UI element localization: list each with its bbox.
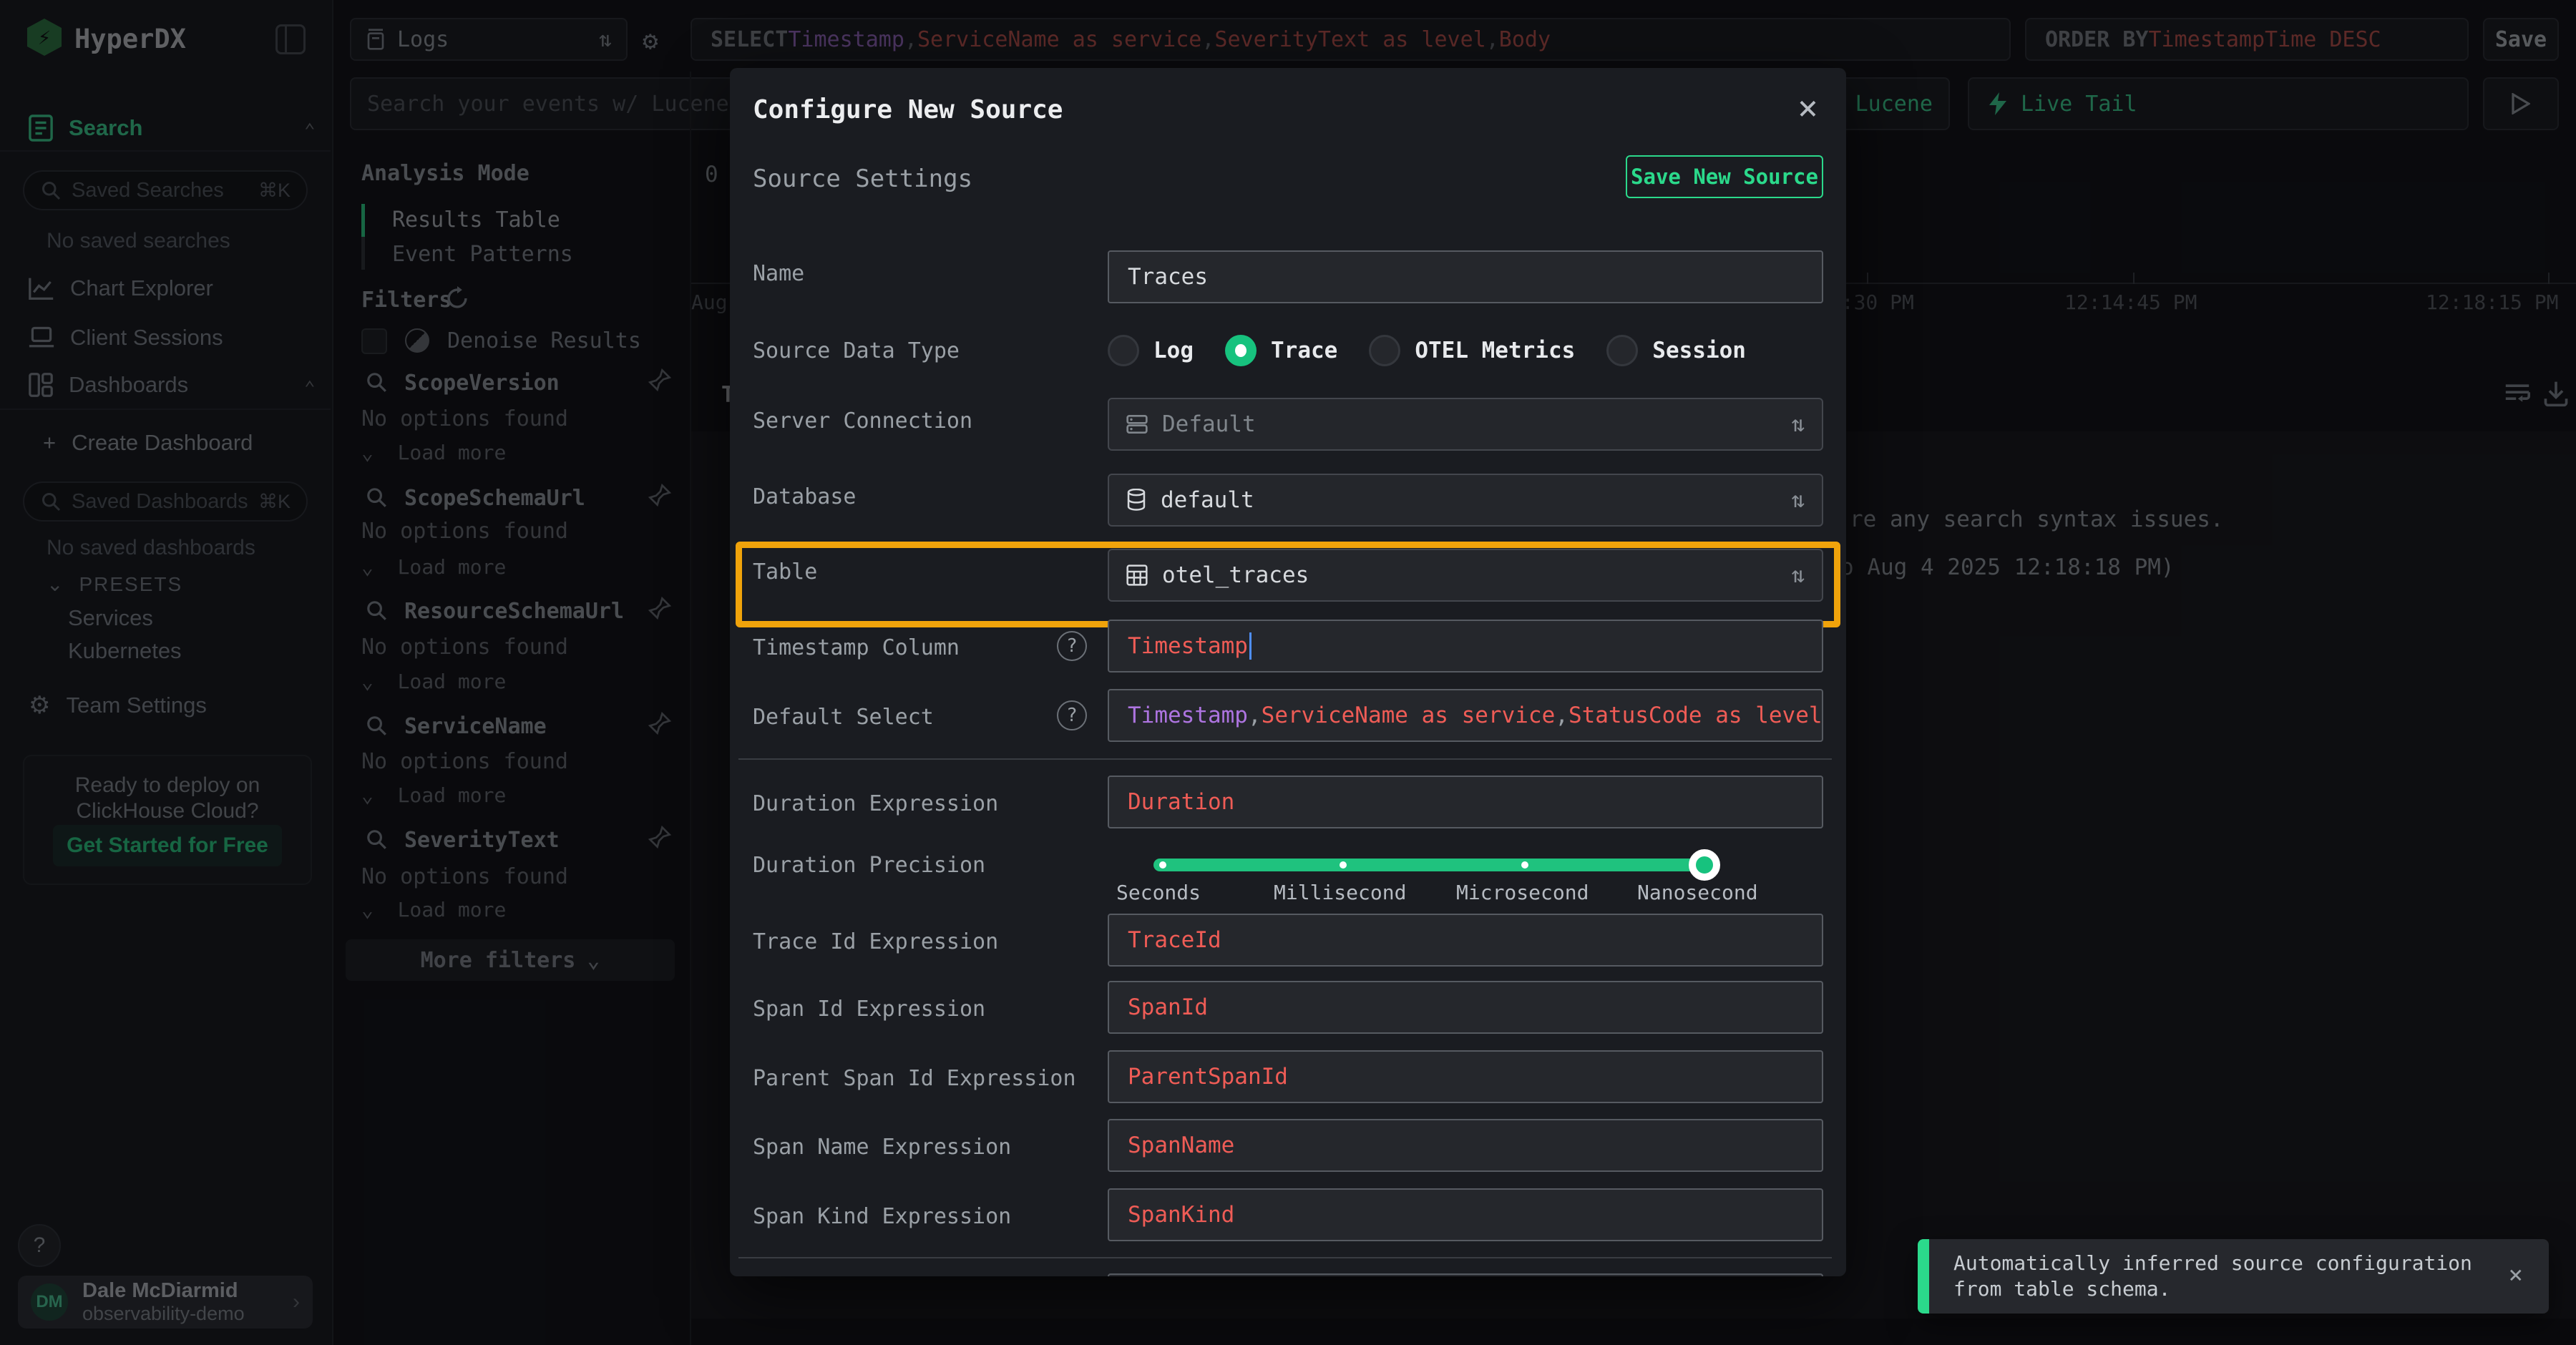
span-kind-input[interactable]: SpanKind: [1108, 1188, 1823, 1241]
radio-otel-metrics[interactable]: [1369, 335, 1401, 366]
precision-slider-thumb[interactable]: [1689, 849, 1720, 881]
divider: [738, 758, 1832, 760]
next-field-input-clipped[interactable]: [1108, 1273, 1823, 1276]
precision-mark-label[interactable]: Microsecond: [1456, 881, 1589, 904]
timestamp-column-input[interactable]: Timestamp: [1108, 620, 1823, 672]
radio-label[interactable]: OTEL Metrics: [1415, 338, 1576, 363]
help-icon[interactable]: ?: [1057, 700, 1087, 730]
source-data-type-label: Source Data Type: [753, 338, 960, 363]
span-kind-label: Span Kind Expression: [753, 1204, 1012, 1229]
code-segment: Timestamp: [1128, 703, 1248, 728]
close-icon[interactable]: ×: [1797, 88, 1818, 128]
table-label: Table: [753, 559, 818, 585]
server-connection-select[interactable]: Default ⇅: [1108, 398, 1823, 451]
span-name-label: Span Name Expression: [753, 1135, 1012, 1160]
parent-span-id-value: ParentSpanId: [1128, 1064, 1288, 1090]
slider-mark: [1521, 861, 1528, 869]
help-icon[interactable]: ?: [1057, 631, 1087, 661]
span-id-value: SpanId: [1128, 994, 1208, 1020]
timestamp-column-label: Timestamp Column: [753, 635, 960, 660]
table-select[interactable]: otel_traces ⇅: [1108, 549, 1823, 602]
source-type-radio-group: Log Trace OTEL Metrics Session: [1108, 335, 1777, 366]
trace-id-value: TraceId: [1128, 927, 1221, 953]
name-input[interactable]: Traces: [1108, 250, 1823, 303]
span-name-value: SpanName: [1128, 1133, 1235, 1158]
server-icon: [1126, 415, 1148, 434]
duration-value: Duration: [1128, 789, 1235, 815]
radio-label[interactable]: Trace: [1271, 338, 1338, 363]
radio-label[interactable]: Session: [1652, 338, 1746, 363]
parent-span-id-input[interactable]: ParentSpanId: [1108, 1050, 1823, 1103]
radio-label[interactable]: Log: [1153, 338, 1194, 363]
divider: [738, 1257, 1832, 1258]
precision-mark-label[interactable]: Nanosecond: [1637, 881, 1758, 904]
database-label: Database: [753, 484, 857, 509]
table-icon: [1126, 564, 1148, 586]
database-value: default: [1161, 487, 1254, 513]
code-segment: StatusCode as level: [1568, 703, 1823, 728]
trace-id-input[interactable]: TraceId: [1108, 914, 1823, 967]
toast-close-icon[interactable]: ×: [2508, 1261, 2523, 1289]
server-connection-value: Default: [1162, 411, 1256, 437]
slider-mark: [1340, 861, 1347, 869]
code-segment: ServiceName as service: [1261, 703, 1556, 728]
database-icon: [1127, 489, 1146, 511]
radio-log[interactable]: [1108, 335, 1139, 366]
table-value: otel_traces: [1162, 562, 1309, 588]
radio-session[interactable]: [1606, 335, 1639, 366]
span-kind-value: SpanKind: [1128, 1202, 1235, 1228]
slider-mark: [1159, 861, 1166, 869]
toast-notification: Automatically inferred source configurat…: [1918, 1239, 2549, 1314]
configure-source-modal: Configure New Source × Source Settings S…: [730, 68, 1846, 1276]
duration-precision-label: Duration Precision: [753, 853, 986, 878]
save-new-source-button[interactable]: Save New Source: [1626, 155, 1823, 198]
duration-expression-input[interactable]: Duration: [1108, 776, 1823, 828]
unfold-icon: ⇅: [1791, 562, 1805, 588]
code-segment: ,: [1247, 703, 1262, 728]
name-label: Name: [753, 261, 805, 286]
server-connection-label: Server Connection: [753, 409, 973, 434]
parent-span-id-label: Parent Span Id Expression: [753, 1066, 1076, 1091]
default-select-input[interactable]: Timestamp, ServiceName as service, Statu…: [1108, 689, 1823, 742]
radio-trace[interactable]: [1225, 335, 1257, 366]
toast-accent-bar: [1918, 1239, 1929, 1314]
toast-message-line1: Automatically inferred source configurat…: [1953, 1251, 2472, 1275]
toast-message-line2: from table schema.: [1953, 1277, 2171, 1301]
code-segment: ,: [1555, 703, 1568, 728]
unfold-icon: ⇅: [1791, 411, 1805, 437]
database-select[interactable]: default ⇅: [1108, 474, 1823, 527]
span-name-input[interactable]: SpanName: [1108, 1119, 1823, 1172]
precision-slider-track[interactable]: [1153, 859, 1704, 871]
precision-mark-label[interactable]: Millisecond: [1274, 881, 1407, 904]
precision-mark-label[interactable]: Seconds: [1116, 881, 1201, 904]
modal-title: Configure New Source: [753, 95, 1063, 124]
span-id-label: Span Id Expression: [753, 997, 986, 1022]
section-title: Source Settings: [753, 165, 973, 193]
duration-expression-label: Duration Expression: [753, 791, 999, 816]
trace-id-label: Trace Id Expression: [753, 929, 999, 954]
unfold-icon: ⇅: [1791, 487, 1805, 513]
default-select-label: Default Select: [753, 705, 934, 730]
text-cursor: [1249, 632, 1252, 660]
timestamp-value: Timestamp: [1128, 633, 1248, 659]
name-value: Traces: [1128, 264, 1208, 290]
span-id-input[interactable]: SpanId: [1108, 981, 1823, 1034]
